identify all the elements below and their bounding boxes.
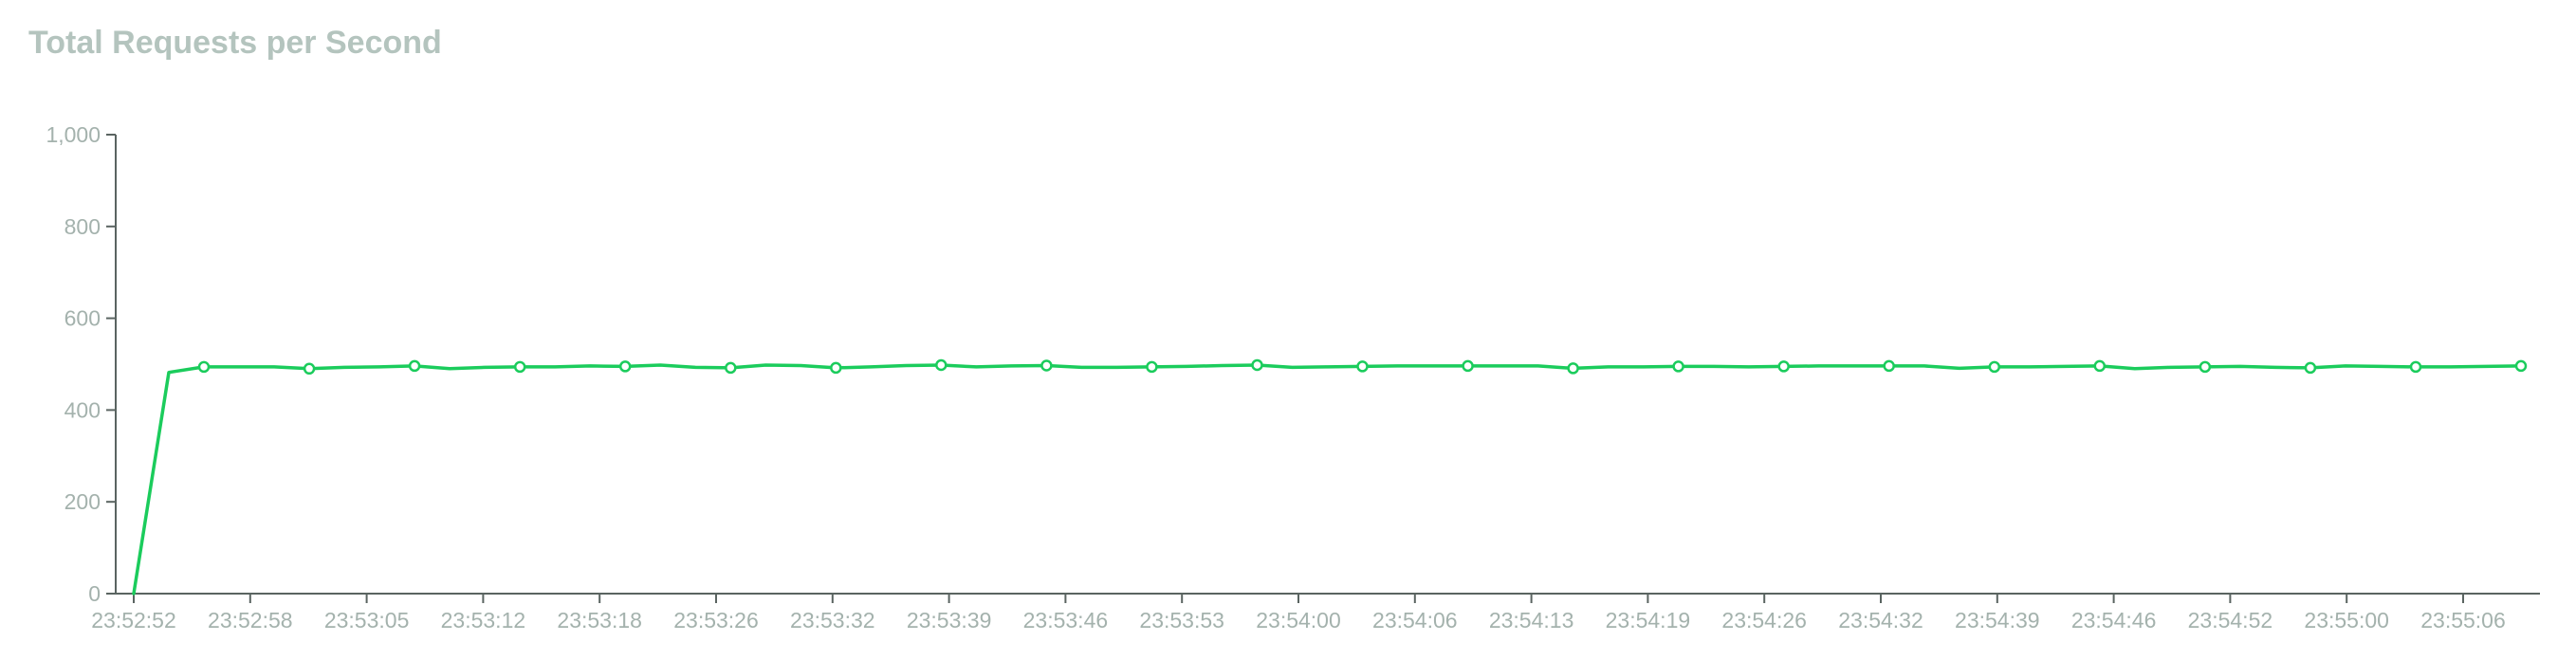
x-tick-label: 23:54:00 — [1256, 608, 1341, 632]
data-point[interactable] — [1040, 359, 1053, 372]
data-point[interactable] — [1567, 362, 1579, 375]
data-point[interactable] — [408, 359, 421, 373]
data-point[interactable] — [2093, 359, 2107, 373]
data-point[interactable] — [830, 361, 842, 375]
x-axis: 23:52:52 23:52:58 23:53:05 23:53:12 23:53:18… — [91, 593, 2540, 632]
data-point[interactable] — [935, 358, 948, 372]
x-tick-label: 23:54:06 — [1372, 608, 1458, 632]
data-point[interactable] — [2199, 360, 2212, 374]
data-point[interactable] — [513, 360, 526, 374]
data-point[interactable] — [1988, 360, 2001, 374]
y-tick-label: 800 — [64, 214, 101, 239]
x-tick-label: 23:53:18 — [557, 608, 642, 632]
data-point[interactable] — [1883, 359, 1895, 373]
y-tick-label: 600 — [64, 306, 101, 331]
data-point[interactable] — [1462, 359, 1474, 373]
data-point[interactable] — [725, 361, 737, 375]
y-tick-label: 0 — [88, 581, 101, 606]
y-axis: 0 200 400 600 800 1,000 — [46, 122, 117, 606]
x-tick-label: 23:53:32 — [790, 608, 875, 632]
data-point[interactable] — [197, 360, 211, 374]
data-point[interactable] — [2304, 361, 2317, 375]
y-tick-label: 1,000 — [46, 122, 101, 147]
x-tick-label: 23:52:58 — [208, 608, 293, 632]
data-point[interactable] — [1356, 360, 1369, 373]
y-tick-label: 200 — [64, 489, 101, 514]
x-tick-label: 23:54:52 — [2188, 608, 2273, 632]
data-point[interactable] — [1251, 358, 1263, 372]
data-point[interactable] — [2409, 360, 2422, 374]
series-group — [132, 358, 2528, 596]
y-tick-label: 400 — [64, 397, 101, 422]
x-tick-label: 23:54:19 — [1606, 608, 1691, 632]
x-tick-label: 23:53:05 — [324, 608, 410, 632]
x-tick-label: 23:54:39 — [1955, 608, 2040, 632]
data-point[interactable] — [1146, 360, 1158, 374]
x-tick-label: 23:54:26 — [1721, 608, 1807, 632]
data-point[interactable] — [618, 360, 632, 373]
x-tick-label: 23:53:12 — [441, 608, 526, 632]
x-tick-label: 23:54:13 — [1489, 608, 1574, 632]
data-point[interactable] — [2514, 359, 2528, 373]
x-tick-label: 23:53:53 — [1139, 608, 1224, 632]
x-tick-label: 23:54:32 — [1838, 608, 1923, 632]
chart-title: Total Requests per Second — [28, 25, 442, 61]
x-tick-label: 23:52:52 — [91, 608, 176, 632]
x-tick-label: 23:55:00 — [2304, 608, 2389, 632]
x-tick-label: 23:53:26 — [673, 608, 759, 632]
data-point[interactable] — [1672, 360, 1684, 373]
x-tick-label: 23:53:39 — [907, 608, 992, 632]
data-point[interactable] — [303, 362, 316, 376]
x-tick-label: 23:55:06 — [2420, 608, 2506, 632]
series-line — [132, 363, 2523, 596]
data-point[interactable] — [1777, 360, 1790, 373]
x-tick-label: 23:53:46 — [1023, 608, 1109, 632]
x-tick-label: 23:54:46 — [2071, 608, 2157, 632]
